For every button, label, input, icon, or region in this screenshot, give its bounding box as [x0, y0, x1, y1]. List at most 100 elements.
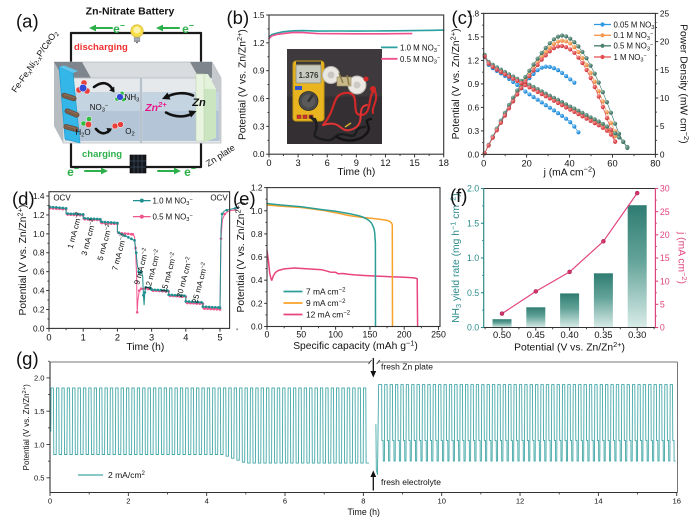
svg-text:Zn plate: Zn plate [204, 142, 237, 168]
svg-text:9: 9 [354, 158, 359, 168]
svg-text:12: 12 [516, 497, 524, 506]
svg-text:Potential (V vs. Zn/Zn2+): Potential (V vs. Zn/Zn2+) [235, 29, 249, 140]
svg-text:10: 10 [660, 276, 670, 286]
svg-text:0.40: 0.40 [561, 330, 579, 340]
svg-text:0.0: 0.0 [468, 149, 480, 159]
svg-text:1.2: 1.2 [251, 183, 263, 193]
svg-text:3 mA cm−2: 3 mA cm−2 [80, 218, 98, 256]
svg-text:15: 15 [409, 158, 419, 168]
svg-text:25: 25 [660, 207, 670, 217]
svg-text:15: 15 [660, 65, 670, 75]
svg-text:0.0: 0.0 [467, 323, 479, 333]
svg-text:Potential (V vs. Zn/Zn2+): Potential (V vs. Zn/Zn2+) [15, 205, 29, 316]
svg-text:10: 10 [437, 497, 445, 506]
svg-text:80: 80 [650, 158, 660, 168]
svg-text:(b): (b) [227, 7, 250, 28]
svg-text:1.0: 1.0 [34, 440, 45, 449]
svg-text:1.2: 1.2 [253, 38, 265, 48]
svg-text:(f): (f) [450, 185, 467, 206]
svg-text:fresh electrolyte: fresh electrolyte [381, 477, 441, 487]
svg-text:1: 1 [81, 332, 86, 342]
svg-text:1.2: 1.2 [33, 210, 45, 220]
svg-text:e−: e− [67, 164, 79, 179]
svg-text:discharging: discharging [74, 42, 128, 53]
svg-text:2: 2 [126, 497, 130, 506]
svg-text:0.2: 0.2 [251, 298, 263, 308]
svg-text:0.6: 0.6 [253, 94, 265, 104]
svg-text:0.5 M NO3−: 0.5 M NO3− [614, 42, 654, 53]
svg-text:0: 0 [265, 329, 270, 339]
svg-text:0: 0 [660, 149, 665, 159]
svg-text:1.4: 1.4 [33, 191, 45, 201]
svg-text:1.0: 1.0 [467, 253, 479, 263]
svg-text:2: 2 [115, 332, 120, 342]
svg-text:Potential (V vs. Zn/Zn2+): Potential (V vs. Zn/Zn2+) [22, 384, 31, 471]
svg-text:3: 3 [149, 332, 154, 342]
svg-text:(g): (g) [16, 348, 39, 369]
svg-text:e−: e− [182, 21, 194, 36]
svg-text:0.6: 0.6 [468, 102, 480, 112]
svg-text:20: 20 [521, 158, 531, 168]
svg-text:(c): (c) [452, 7, 474, 28]
svg-text:200: 200 [397, 329, 412, 339]
svg-text:18: 18 [439, 158, 449, 168]
svg-text:20: 20 [660, 230, 670, 240]
svg-text:H2O: H2O [75, 128, 90, 139]
svg-text:0: 0 [660, 323, 665, 333]
svg-text:10: 10 [660, 93, 670, 103]
svg-text:1.5: 1.5 [468, 32, 480, 42]
svg-text:14: 14 [594, 497, 602, 506]
svg-text:5: 5 [660, 299, 665, 309]
svg-text:2.0: 2.0 [34, 374, 45, 383]
svg-text:25 mA cm−2: 25 mA cm−2 [190, 262, 209, 305]
svg-text:1.0: 1.0 [33, 229, 45, 239]
svg-text:j (mA cm−2): j (mA cm−2) [543, 165, 596, 179]
svg-text:Power Density (mW cm−2): Power Density (mW cm−2) [677, 24, 691, 143]
svg-text:0.05 M NO3−: 0.05 M NO3− [614, 20, 658, 31]
svg-text:60: 60 [607, 158, 617, 168]
svg-text:0.0: 0.0 [253, 149, 265, 159]
svg-text:Time (h): Time (h) [348, 507, 380, 517]
svg-text:fresh Zn plate: fresh Zn plate [381, 362, 433, 372]
svg-text:20: 20 [660, 37, 670, 47]
svg-text:0.9: 0.9 [253, 66, 265, 76]
svg-text:j (mA cm−2): j (mA cm−2) [675, 231, 689, 284]
svg-text:0.5 M NO3−: 0.5 M NO3− [153, 213, 194, 224]
svg-text:12: 12 [380, 158, 390, 168]
svg-text:e−: e− [113, 21, 125, 36]
svg-text:0.2: 0.2 [33, 304, 45, 314]
svg-text:Potential (V vs. Zn/Zn2+): Potential (V vs. Zn/Zn2+) [514, 340, 625, 354]
svg-text:Zn: Zn [191, 97, 206, 109]
svg-text:0.5 M NO3−: 0.5 M NO3− [400, 55, 441, 66]
svg-text:12 mA cm−2: 12 mA cm−2 [306, 310, 351, 320]
svg-text:4: 4 [205, 497, 209, 506]
svg-text:(d): (d) [12, 188, 35, 209]
svg-text:0: 0 [481, 158, 486, 168]
svg-text:2.0: 2.0 [467, 184, 479, 194]
svg-text:NO3−: NO3− [90, 103, 109, 114]
svg-text:Potential (V vs. Zn/Zn2+): Potential (V vs. Zn/Zn2+) [233, 202, 247, 313]
svg-text:20 mA cm−2: 20 mA cm−2 [175, 256, 194, 299]
svg-text:0.4: 0.4 [33, 286, 45, 296]
svg-text:0.50: 0.50 [493, 330, 511, 340]
svg-text:0.3: 0.3 [253, 121, 265, 131]
svg-text:(a): (a) [16, 11, 39, 32]
svg-text:1.8: 1.8 [468, 8, 480, 18]
svg-text:0.0: 0.0 [251, 322, 263, 332]
svg-text:0.0: 0.0 [33, 323, 45, 333]
svg-text:0.45: 0.45 [527, 330, 545, 340]
svg-text:25: 25 [660, 8, 670, 18]
svg-text:1.0 M NO3−: 1.0 M NO3− [153, 197, 194, 208]
svg-text:1.0 M NO3−: 1.0 M NO3− [400, 43, 441, 54]
svg-text:6: 6 [325, 158, 330, 168]
svg-text:1.5: 1.5 [34, 407, 45, 416]
svg-text:OCV: OCV [53, 194, 71, 203]
svg-text:7 mA cm−2: 7 mA cm−2 [110, 233, 128, 271]
svg-text:5 mA cm−2: 5 mA cm−2 [96, 223, 114, 261]
svg-text:0.5: 0.5 [467, 288, 479, 298]
svg-text:0.9: 0.9 [468, 79, 480, 89]
svg-text:Time (h): Time (h) [126, 342, 164, 353]
svg-text:4: 4 [183, 332, 188, 342]
svg-text:100: 100 [328, 329, 343, 339]
svg-text:8: 8 [361, 497, 365, 506]
